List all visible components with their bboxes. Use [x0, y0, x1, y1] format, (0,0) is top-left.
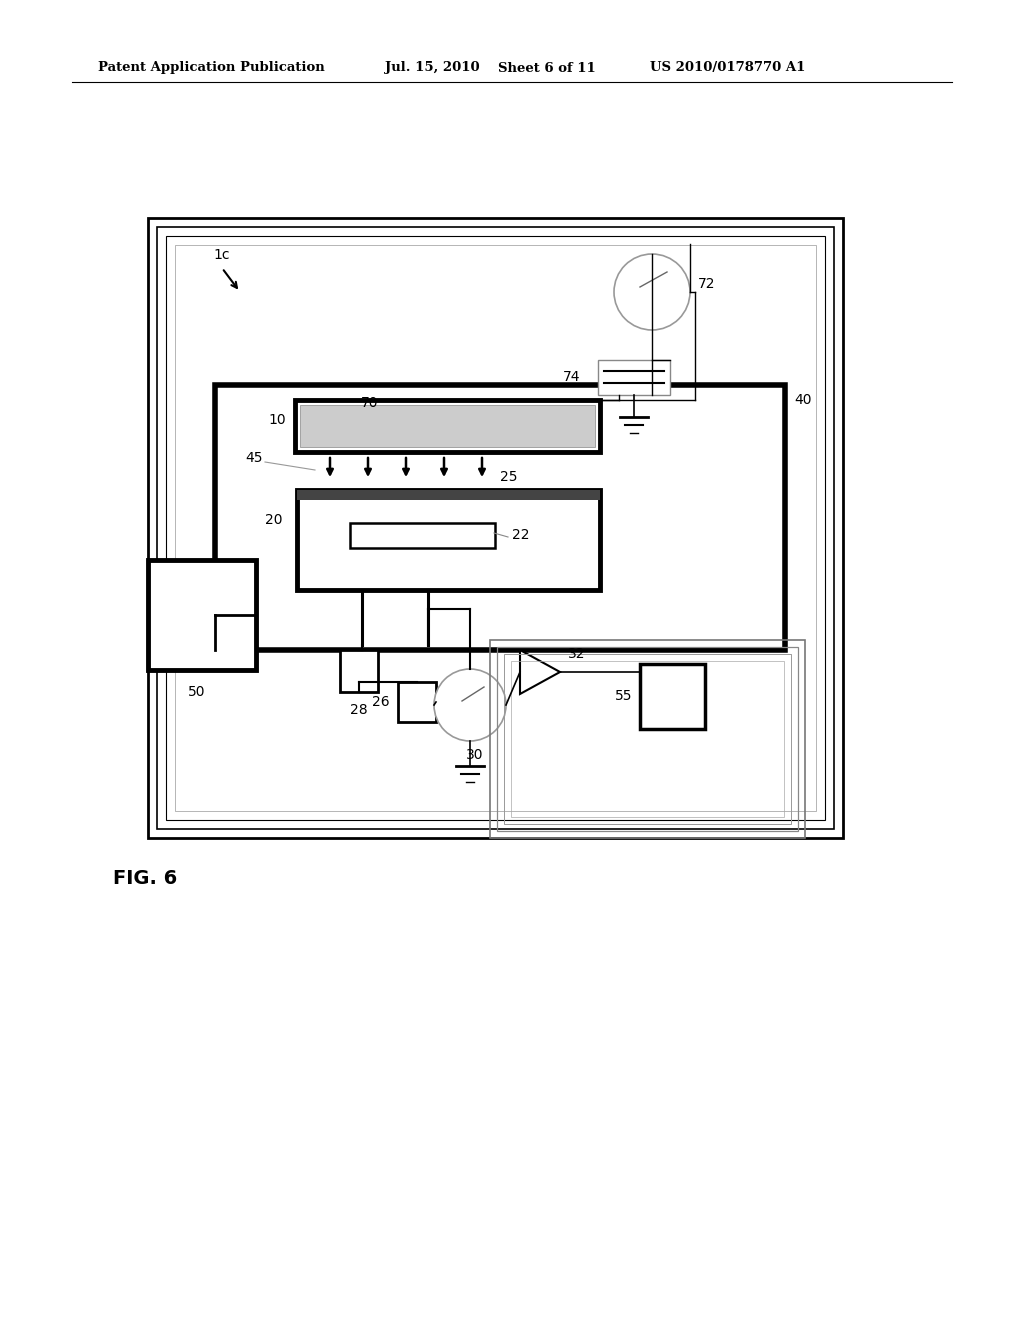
Text: 70: 70	[361, 396, 379, 411]
FancyBboxPatch shape	[598, 360, 670, 395]
FancyBboxPatch shape	[295, 400, 600, 451]
Text: Patent Application Publication: Patent Application Publication	[98, 62, 325, 74]
Circle shape	[614, 253, 690, 330]
Text: 32: 32	[568, 647, 586, 661]
FancyBboxPatch shape	[340, 649, 378, 692]
FancyBboxPatch shape	[640, 664, 705, 729]
Text: 25: 25	[500, 470, 517, 484]
Text: 40: 40	[794, 393, 811, 407]
Circle shape	[434, 669, 506, 741]
Text: Sheet 6 of 11: Sheet 6 of 11	[498, 62, 596, 74]
Text: 72: 72	[698, 277, 716, 290]
FancyBboxPatch shape	[215, 385, 785, 649]
Text: 28: 28	[350, 704, 368, 717]
FancyBboxPatch shape	[398, 682, 436, 722]
Text: 45: 45	[245, 451, 262, 465]
Text: FIG. 6: FIG. 6	[113, 869, 177, 887]
FancyBboxPatch shape	[148, 560, 256, 671]
Text: 50: 50	[188, 685, 206, 700]
Text: Jul. 15, 2010: Jul. 15, 2010	[385, 62, 479, 74]
FancyBboxPatch shape	[350, 523, 495, 548]
Text: 22: 22	[512, 528, 529, 543]
Text: 10: 10	[268, 413, 286, 426]
Text: 20: 20	[265, 513, 283, 527]
Text: 30: 30	[466, 748, 483, 762]
FancyBboxPatch shape	[300, 405, 595, 447]
Text: 55: 55	[614, 689, 632, 704]
Text: US 2010/0178770 A1: US 2010/0178770 A1	[650, 62, 805, 74]
FancyBboxPatch shape	[297, 490, 600, 500]
Polygon shape	[520, 649, 560, 694]
Text: 74: 74	[562, 370, 580, 384]
Text: 26: 26	[373, 696, 390, 709]
Text: 1c: 1c	[213, 248, 229, 261]
FancyBboxPatch shape	[297, 490, 600, 590]
